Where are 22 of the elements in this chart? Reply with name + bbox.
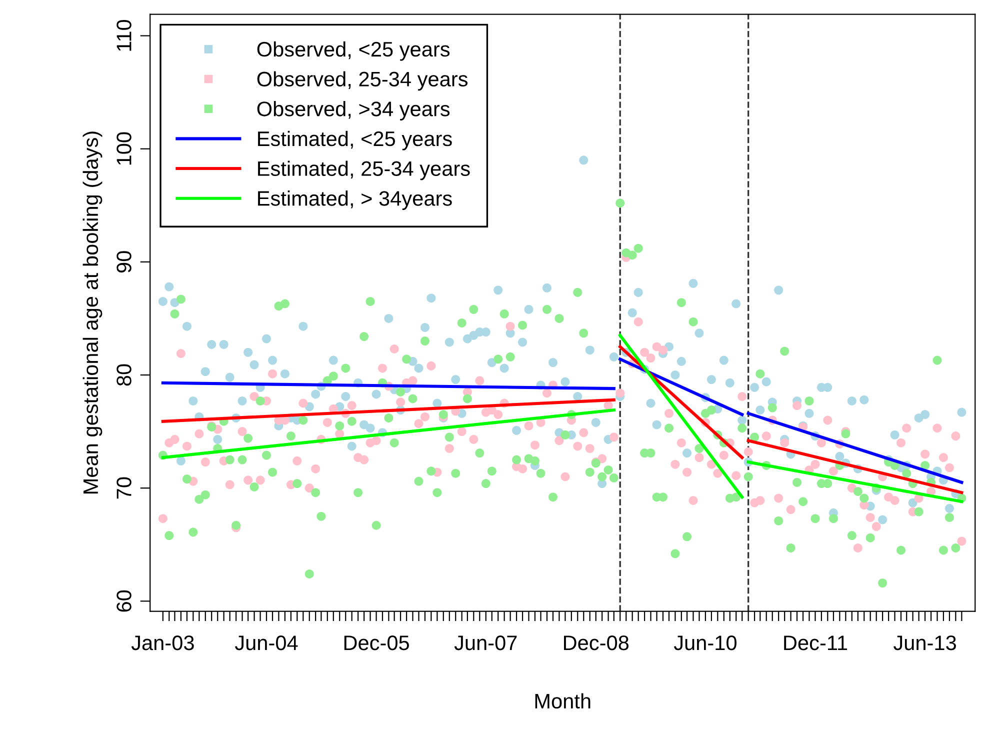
- x-tick-label: Jun-07: [454, 635, 517, 650]
- legend-label: Estimated, <25 years: [258, 130, 452, 150]
- legend-label: Observed, <25 years: [257, 41, 450, 61]
- y-tick-label: 90: [116, 251, 132, 273]
- y-axis-title: Mean gestational age at booking (days): [82, 132, 102, 494]
- x-tick-label: Jun-13: [894, 635, 956, 650]
- y-tick-label: 110: [116, 20, 132, 51]
- legend-label: Observed, >34 years: [257, 101, 450, 120]
- x-tick-label: Dec-08: [564, 635, 629, 650]
- y-tick-label: 60: [116, 590, 132, 612]
- y-tick-label: 100: [116, 132, 132, 165]
- x-tick-label: Dec-11: [784, 636, 848, 650]
- x-tick-label: Jan-03: [131, 635, 194, 650]
- x-tick-label: Jun-04: [234, 635, 298, 650]
- legend-label: Observed, 25-34 years: [257, 71, 468, 91]
- legend-label: Estimated, 25-34 years: [258, 160, 470, 180]
- x-tick-label: Jun-10: [674, 635, 736, 650]
- x-axis-title: Month: [535, 693, 590, 709]
- y-tick-label: 80: [116, 364, 132, 386]
- legend-label: Estimated, > 34years: [258, 190, 452, 210]
- x-tick-label: Dec-05: [344, 635, 409, 650]
- y-tick-label: 70: [116, 477, 132, 499]
